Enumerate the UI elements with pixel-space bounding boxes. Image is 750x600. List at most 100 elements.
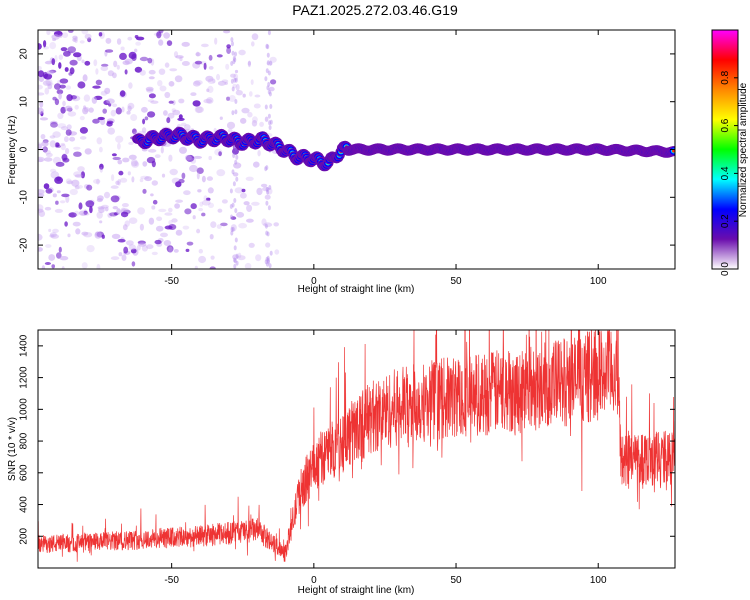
noise-blob: [203, 195, 208, 201]
noise-blob: [141, 245, 148, 252]
noise-blob: [68, 212, 77, 218]
noise-blob: [265, 200, 269, 206]
noise-blob: [171, 218, 178, 223]
noise-blob: [38, 156, 45, 163]
noise-blob: [148, 217, 155, 225]
noise-blob: [148, 93, 156, 99]
noise-blob: [49, 140, 57, 148]
noise-blob: [134, 48, 138, 53]
snr-y-tick-label: 1200: [19, 366, 30, 389]
noise-blob: [43, 183, 50, 190]
noise-blob: [83, 94, 91, 102]
noise-blob: [130, 114, 138, 121]
noise-blob: [131, 159, 138, 167]
noise-blob: [234, 69, 239, 74]
noise-blob: [156, 31, 162, 39]
noise-blob: [269, 104, 273, 109]
noise-blob: [197, 189, 202, 193]
noise-blob: [179, 56, 183, 62]
noise-blob: [206, 88, 210, 93]
noise-blob: [198, 207, 204, 212]
noise-blob: [230, 61, 234, 66]
noise-blob: [220, 222, 228, 227]
noise-blob: [251, 41, 255, 47]
noise-blob: [268, 91, 272, 97]
noise-blob: [111, 233, 121, 239]
noise-blob: [233, 198, 237, 203]
noise-blob: [84, 33, 92, 40]
noise-blob: [142, 118, 146, 125]
noise-blob: [158, 68, 166, 75]
noise-blob: [121, 106, 125, 113]
noise-blob: [136, 245, 141, 251]
noise-blob: [230, 78, 234, 84]
noise-blob: [152, 199, 158, 205]
noise-blob: [49, 232, 57, 238]
noise-blob: [233, 162, 242, 169]
noise-blob: [107, 127, 115, 135]
noise-blob: [75, 228, 81, 235]
noise-blob: [257, 150, 261, 157]
snr-x-tick-label: 100: [590, 575, 607, 586]
noise-blob: [38, 143, 42, 149]
noise-blob: [254, 94, 261, 98]
noise-blob: [226, 96, 231, 101]
noise-blob: [265, 43, 269, 49]
noise-blob: [251, 120, 258, 127]
noise-blob: [212, 78, 216, 84]
noise-blob: [62, 157, 70, 163]
noise-blob: [81, 231, 89, 236]
noise-blob: [115, 135, 124, 143]
noise-blob: [249, 91, 253, 97]
noise-blob: [181, 41, 190, 47]
noise-blob: [270, 79, 277, 85]
noise-blob: [85, 200, 95, 208]
noise-blob: [150, 100, 159, 104]
noise-blob: [99, 220, 103, 224]
noise-blob: [186, 241, 194, 246]
noise-blob: [265, 256, 269, 262]
noise-blob: [60, 106, 66, 114]
noise-blob: [115, 107, 122, 115]
noise-blob: [73, 151, 82, 157]
noise-blob: [168, 220, 173, 225]
noise-blob: [190, 158, 197, 164]
noise-blob: [84, 148, 92, 155]
noise-blob: [131, 160, 140, 168]
noise-blob: [51, 58, 56, 66]
noise-blob: [195, 106, 204, 113]
noise-blob: [141, 106, 148, 113]
noise-blob: [230, 216, 237, 220]
noise-blob: [233, 257, 236, 263]
noise-blob: [205, 197, 211, 201]
noise-blob: [128, 154, 137, 160]
noise-blob: [184, 208, 192, 215]
noise-blob: [38, 43, 42, 50]
noise-blob: [235, 83, 240, 91]
noise-blob: [38, 92, 45, 96]
noise-blob: [99, 163, 104, 170]
noise-blob: [96, 178, 100, 185]
noise-blob: [268, 185, 272, 190]
noise-blob: [100, 65, 109, 72]
noise-blob: [88, 107, 94, 113]
spectrogram-y-label: Frequency (Hz): [7, 116, 18, 185]
noise-blob: [207, 187, 214, 194]
spectrogram-ridge: [132, 127, 675, 172]
snr-x-tick-label: 0: [311, 575, 317, 586]
noise-blob: [235, 253, 239, 259]
noise-blob: [203, 62, 207, 70]
noise-blob: [267, 70, 271, 76]
noise-blob: [44, 150, 51, 155]
noise-blob: [38, 107, 44, 115]
noise-blob: [112, 156, 121, 161]
noise-blob: [265, 165, 269, 171]
noise-blob: [231, 110, 235, 116]
noise-blob: [138, 242, 147, 247]
noise-blob: [253, 103, 261, 109]
noise-blob: [164, 62, 170, 68]
noise-blob: [228, 95, 236, 102]
noise-blob: [241, 188, 246, 193]
noise-blob: [168, 100, 174, 104]
